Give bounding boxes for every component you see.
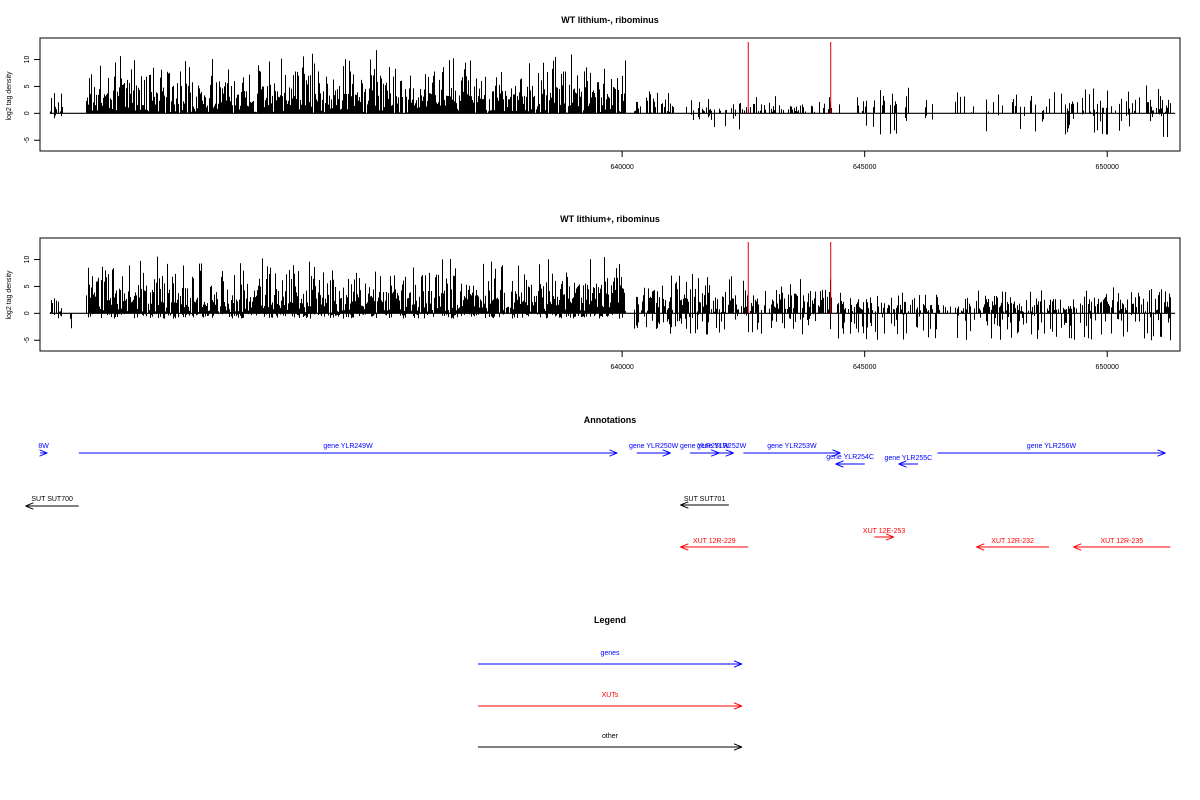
x-tick-label: 650000 <box>1096 164 1119 171</box>
legend-panel: Legend genes XUTs other <box>478 615 742 747</box>
y-tick-label: 0 <box>24 311 31 315</box>
feature-xut: XUT 12E-253 <box>863 528 905 537</box>
legend-title: Legend <box>594 615 626 625</box>
feature-label: gene YLR252W <box>697 443 747 450</box>
x-axis: 640000 645000 650000 <box>610 351 1119 371</box>
track-panel-lithium-plus: WT lithium+, ribominus log2 tag density … <box>6 214 1181 371</box>
feature-label: 8W <box>38 443 49 450</box>
feature-label: SUT SUT700 <box>31 496 73 503</box>
feature-label: gene YLR253W <box>767 443 817 450</box>
feature-gene: gene YLR256W <box>937 443 1166 453</box>
legend-item-gene: genes <box>478 650 742 664</box>
feature-gene: 8W <box>38 443 49 453</box>
feature-other: SUT SUT701 <box>680 496 729 505</box>
legend-items: genes XUTs other <box>478 650 742 747</box>
marker-line-layer <box>747 42 832 114</box>
y-tick-label: 10 <box>24 56 31 64</box>
feature-gene: gene YLR254C <box>826 454 874 464</box>
feature-label: gene YLR251W <box>680 443 730 450</box>
y-axis: -5 0 5 10 <box>24 56 41 143</box>
y-axis: -5 0 5 10 <box>24 256 41 343</box>
legend-item-other: other <box>478 733 742 747</box>
legend-label: other <box>602 733 619 740</box>
y-tick-label: 0 <box>24 111 31 115</box>
feature-gene: gene YLR255C <box>884 455 932 464</box>
feature-gene: gene YLR250W <box>629 443 679 453</box>
y-tick-label: -5 <box>24 337 31 343</box>
feature-label: gene YLR255C <box>884 455 932 462</box>
panel-title: WT lithium-, ribominus <box>561 15 659 25</box>
x-tick-label: 640000 <box>610 164 633 171</box>
feature-xut: XUT 12R-235 <box>1073 538 1171 547</box>
y-tick-label: 10 <box>24 256 31 264</box>
feature-other: SUT SUT700 <box>25 496 79 506</box>
x-axis: 640000 645000 650000 <box>610 151 1119 171</box>
legend-item-xut: XUTs <box>478 692 742 706</box>
feature-gene: gene YLR249W <box>78 443 618 453</box>
legend-label: genes <box>600 650 620 657</box>
y-tick-label: 5 <box>24 84 31 88</box>
feature-label: gene YLR256W <box>1027 443 1077 450</box>
feature-label: gene YLR254C <box>826 454 874 461</box>
legend-label: XUTs <box>602 692 619 699</box>
panel-title: WT lithium+, ribominus <box>560 214 660 224</box>
feature-label: gene YLR249W <box>323 443 373 450</box>
feature-xut: XUT 12R-232 <box>976 538 1050 547</box>
y-axis-label: log2 tag density <box>6 71 13 121</box>
y-tick-label: -5 <box>24 137 31 143</box>
y-tick-label: 5 <box>24 284 31 288</box>
annotations-title: Annotations <box>584 415 637 425</box>
feature-gene: gene YLR252W <box>697 443 747 453</box>
feature-label: XUT 12E-253 <box>863 528 905 535</box>
x-tick-label: 650000 <box>1096 364 1119 371</box>
feature-label: XUT 12R-229 <box>693 538 736 545</box>
feature-gene: gene YLR253W <box>743 443 841 453</box>
track-panel-lithium-minus: WT lithium-, ribominus log2 tag density … <box>6 15 1181 171</box>
x-tick-label: 645000 <box>853 364 876 371</box>
feature-label: XUT 12R-232 <box>991 538 1034 545</box>
x-tick-label: 640000 <box>610 364 633 371</box>
feature-xut: XUT 12R-229 <box>680 538 749 547</box>
annotation-features: 8W gene YLR249W gene YLR250W gene YLR251Wge… <box>25 443 1171 547</box>
annotations-panel: Annotations 8W gene YLR249W gene YLR250W ge… <box>25 415 1171 547</box>
y-axis-label: log2 tag density <box>6 270 13 320</box>
x-tick-label: 645000 <box>853 164 876 171</box>
feature-label: gene YLR250W <box>629 443 679 450</box>
marker-line-layer <box>747 242 832 314</box>
bar-layer <box>49 256 1176 341</box>
feature-label: XUT 12R-235 <box>1100 538 1143 545</box>
feature-label: SUT SUT701 <box>684 496 726 503</box>
bar-layer <box>49 50 1176 138</box>
